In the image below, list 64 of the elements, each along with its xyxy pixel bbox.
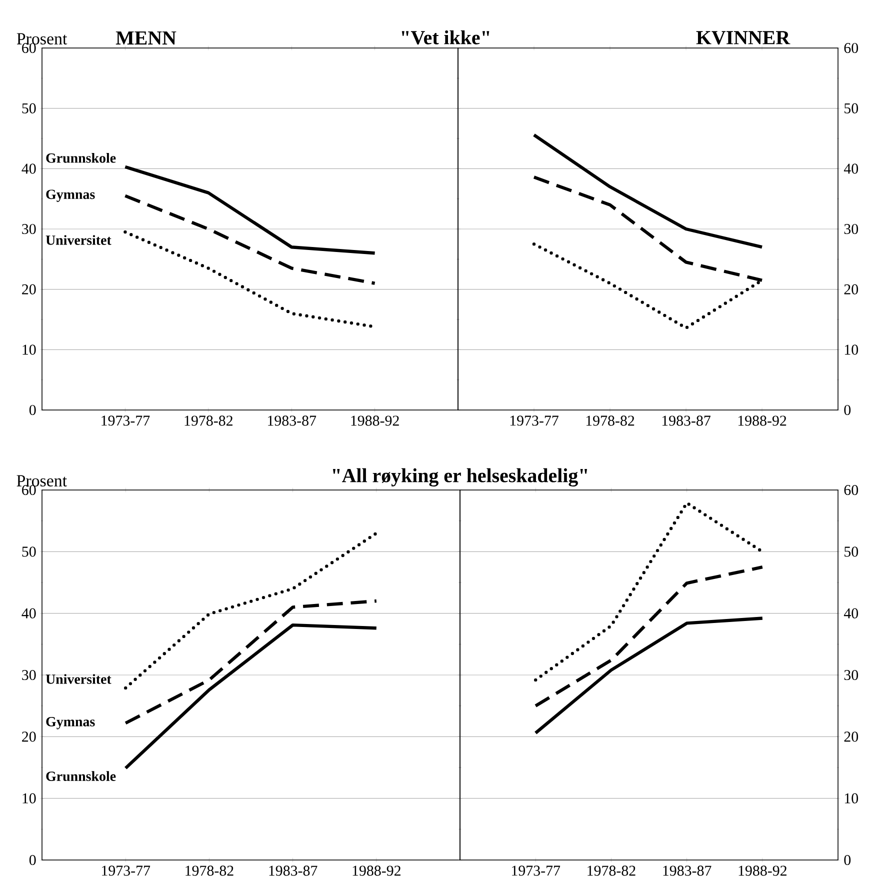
y-tick-label: 60 <box>22 484 36 496</box>
chart-title: KVINNER <box>696 31 790 44</box>
y-tick-label: 40 <box>844 608 858 618</box>
x-tick-label: 1973-77 <box>102 416 150 426</box>
y-tick-label: 40 <box>22 164 36 174</box>
y-tick-label: 10 <box>22 793 36 804</box>
y-tick-label: 20 <box>844 732 858 742</box>
line-series <box>532 133 764 249</box>
y-tick-label: 0 <box>29 854 36 866</box>
y-tick-label: 30 <box>22 670 36 680</box>
line-series <box>124 194 376 285</box>
y-tick-label: 10 <box>844 344 858 355</box>
y-tick-label: 0 <box>844 854 851 866</box>
y-tick-label: 20 <box>22 284 36 294</box>
x-tick-label: 1988-92 <box>738 866 786 876</box>
y-tick-label: 0 <box>844 404 851 416</box>
y-tick-label: 0 <box>29 404 36 416</box>
y-tick-label: 30 <box>844 670 858 680</box>
x-tick-label: 1978-82 <box>186 866 234 876</box>
y-tick-label: 40 <box>22 608 36 618</box>
y-tick-label: 10 <box>22 344 36 355</box>
line-series <box>534 616 764 735</box>
x-tick-label: 1973-77 <box>510 416 558 426</box>
x-tick-label: 1973-77 <box>102 866 150 876</box>
chart-subtitle: "Vet ikke" <box>402 30 490 44</box>
y-tick-label: 50 <box>22 103 36 114</box>
y-tick-label: 30 <box>22 224 36 234</box>
text: Gymnas <box>46 716 95 730</box>
x-tick-label: 1973-77 <box>512 866 560 876</box>
x-tick-label: 1983-87 <box>269 866 318 876</box>
y-tick-label: 60 <box>844 42 858 54</box>
y-tick-label: 50 <box>844 546 858 557</box>
y-tick-label: 40 <box>844 164 858 174</box>
x-tick-label: 1978-82 <box>588 866 636 876</box>
chart-title: MENN <box>116 31 176 44</box>
line-series <box>124 165 376 255</box>
y-tick-label: 50 <box>844 103 858 114</box>
x-tick-label: 1978-82 <box>184 416 232 426</box>
x-tick-label: 1988-92 <box>738 416 786 426</box>
y-axis-title: Prosent <box>16 33 68 44</box>
series-label: Universitet <box>46 235 112 245</box>
y-tick-label: 60 <box>844 484 858 496</box>
x-tick-label: 1983-87 <box>662 416 710 426</box>
y-tick-label: 60 <box>22 42 36 54</box>
y-tick-label: 30 <box>844 224 858 234</box>
line-series <box>124 623 378 770</box>
x-tick-label: 1983-87 <box>268 416 316 426</box>
y-tick-label: 20 <box>844 284 858 294</box>
line-series <box>534 566 764 708</box>
series-label: Grunnskole <box>46 771 116 782</box>
series-label: Universitet <box>46 674 112 684</box>
line-series <box>124 532 378 690</box>
y-tick-label: 10 <box>844 793 858 804</box>
x-tick-label: 1983-87 <box>663 866 712 876</box>
line-series <box>124 599 378 725</box>
y-tick-label: 20 <box>22 732 36 742</box>
text: Gymnas <box>46 190 95 202</box>
y-axis-title: Prosent <box>16 475 67 486</box>
chart-title: "All røyking er helseskadelig" <box>332 468 588 486</box>
x-tick-label: 1988-92 <box>352 866 400 876</box>
series-label: Grunnskole <box>46 152 116 163</box>
x-tick-label: 1978-82 <box>586 416 634 426</box>
y-tick-label: 50 <box>22 546 36 557</box>
x-tick-label: 1988-92 <box>351 416 399 426</box>
